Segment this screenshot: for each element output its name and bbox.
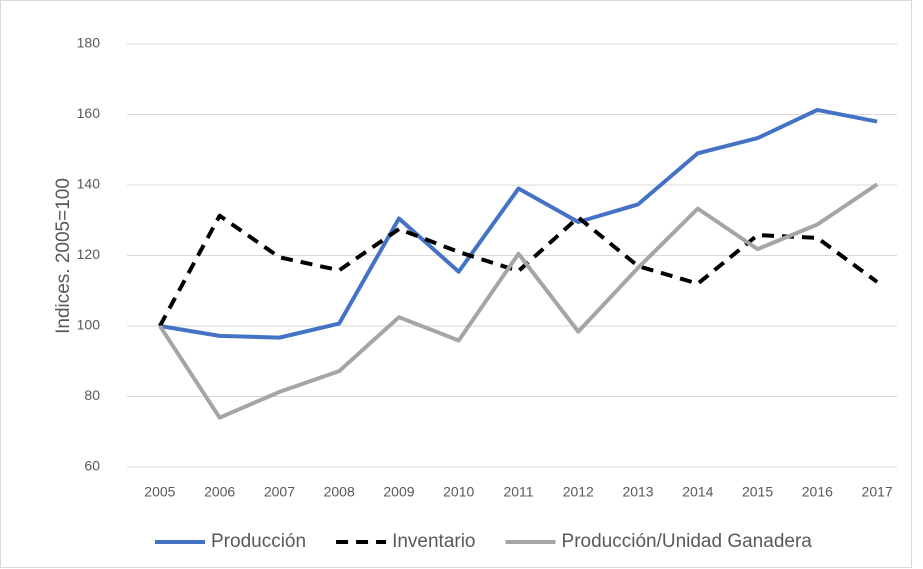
legend-label: Inventario — [392, 531, 475, 552]
x-tick-label: 2008 — [324, 484, 355, 500]
x-tick-label: 2014 — [682, 484, 713, 500]
x-tick-label: 2017 — [862, 484, 893, 500]
x-tick-label: 2005 — [144, 484, 175, 500]
x-tick-label: 2015 — [742, 484, 773, 500]
x-tick-label: 2007 — [264, 484, 295, 500]
y-tick-label: 180 — [77, 35, 101, 51]
y-axis-label: Indices. 2005=100 — [53, 178, 74, 334]
series-line — [159, 107, 878, 340]
x-tick-label: 2012 — [563, 484, 594, 500]
x-tick-label: 2009 — [383, 484, 414, 500]
x-tick-label: 2016 — [802, 484, 833, 500]
x-tick-label: 2006 — [204, 484, 235, 500]
y-tick-label: 160 — [77, 105, 101, 121]
y-tick-label: 140 — [77, 176, 101, 192]
series-line — [158, 182, 879, 420]
legend-label: Producción/Unidad Ganadera — [562, 531, 813, 552]
y-tick-label: 60 — [84, 458, 100, 474]
y-tick-label: 80 — [84, 387, 100, 403]
y-tick-label: 120 — [77, 246, 101, 262]
y-tick-label: 100 — [77, 317, 101, 333]
legend-label: Producción — [211, 531, 306, 552]
x-tick-label: 2010 — [443, 484, 474, 500]
x-tick-label: 2013 — [622, 484, 653, 500]
x-tick-label: 2011 — [503, 484, 533, 500]
